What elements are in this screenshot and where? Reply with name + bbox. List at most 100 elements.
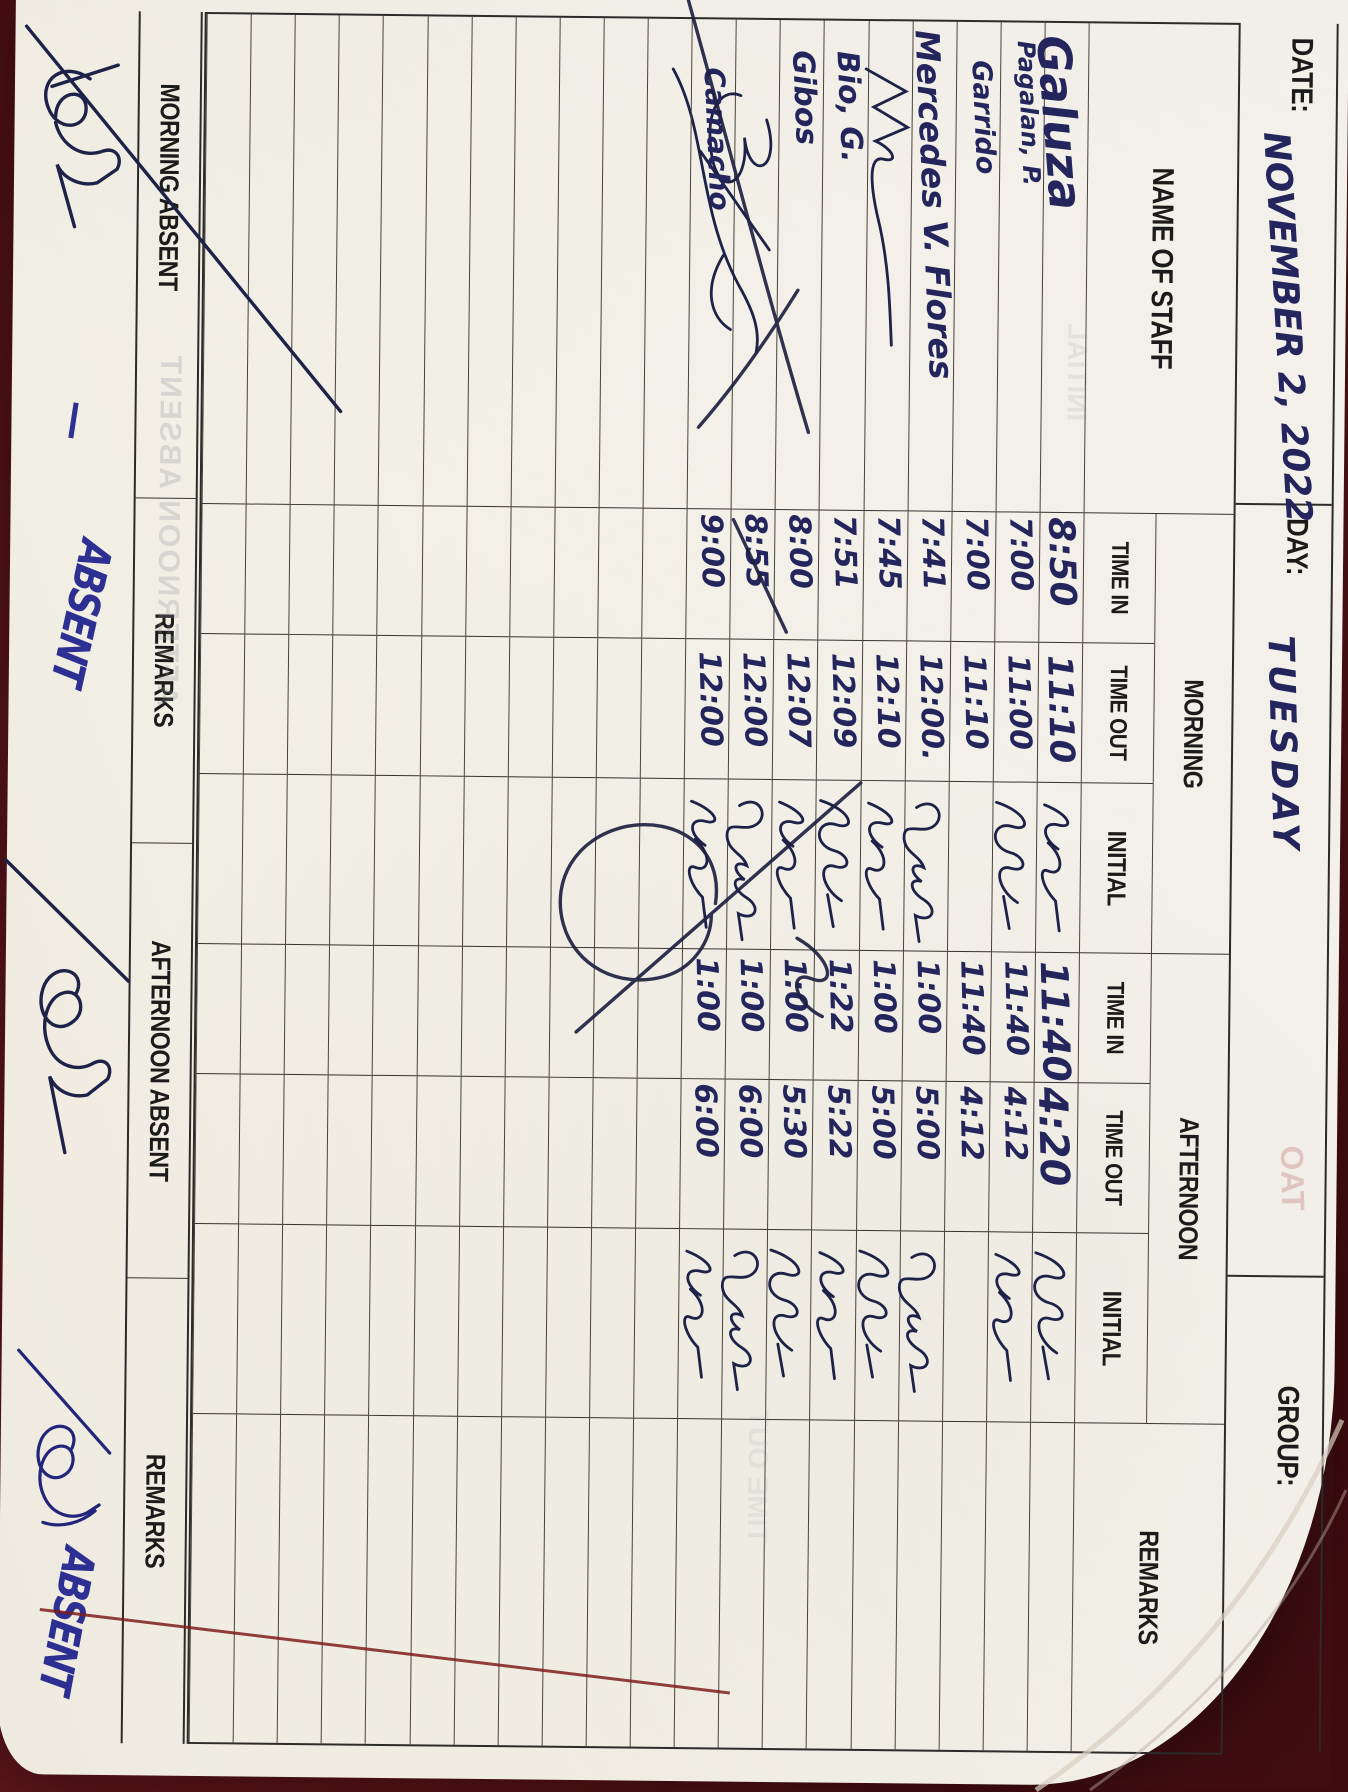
remarks-cell [585, 1418, 634, 1747]
a-out-cell [194, 1073, 240, 1225]
a-out-cell [238, 1074, 284, 1225]
a-out-cell: 5:00 [855, 1080, 902, 1232]
m-init-cell [505, 777, 552, 948]
m-in-cell: 8:00 [773, 510, 820, 641]
a-out-cell: 5:00 [899, 1081, 946, 1232]
initial-signature-scrawl [992, 1252, 1021, 1382]
m-init-cell [197, 773, 244, 945]
date-field: DATE: NOVEMBER 2, 2022 [1235, 22, 1337, 524]
m-init-cell [1034, 782, 1081, 954]
initial-signature-scrawl [1040, 803, 1070, 933]
initial-signature-scrawl [817, 799, 850, 929]
afternoon-remarks-handwritten: ABSENT [27, 1543, 105, 1697]
staff-name-cell: Bio, G. [819, 20, 869, 511]
a-in-cell: 1:22 [813, 950, 859, 1081]
m-out-cell [331, 635, 377, 776]
column-header-remarks: REMARKS [1070, 1423, 1225, 1753]
a-in-cell [328, 945, 374, 1076]
staff-attendance-table: NAME OF STAFF MORNING AFTERNOON REMARKS … [186, 12, 1241, 1755]
a-out-cell: 4:12 [943, 1081, 990, 1233]
m-in-cell: 8:50 [1038, 512, 1084, 644]
a-out-cell [326, 1075, 373, 1226]
m-out-cell [419, 636, 465, 777]
m-in-cell: 7:00 [949, 511, 996, 643]
remarks-cell [1026, 1422, 1075, 1752]
a-out-cell: 5:30 [767, 1079, 814, 1231]
column-header-afternoon-time-in: TIME IN [1077, 953, 1151, 1084]
a-out-cell [635, 1078, 681, 1230]
a-init-cell [721, 1229, 768, 1420]
a-init-cell [236, 1224, 283, 1415]
staff-name-cell: Galuza [1026, 22, 1093, 514]
m-init-cell [593, 778, 640, 949]
m-init-cell [549, 777, 596, 949]
a-init-cell [809, 1230, 856, 1421]
a-init-cell [677, 1229, 724, 1420]
a-init-cell [853, 1230, 900, 1422]
m-out-cell: 12:00 [728, 639, 774, 781]
staff-name-cell [510, 17, 560, 508]
remarks-cell [894, 1421, 942, 1750]
m-init-cell [726, 779, 773, 950]
a-init-cell [897, 1231, 944, 1422]
m-in-cell [553, 507, 599, 639]
a-init-cell [368, 1225, 415, 1417]
m-init-cell [241, 774, 288, 945]
remarks-cell [453, 1416, 501, 1746]
m-out-cell: 12:10 [860, 640, 906, 782]
m-out-cell [595, 638, 642, 779]
remarks-cell [806, 1420, 854, 1749]
a-out-cell: 6:00 [679, 1079, 725, 1230]
a-init-cell [192, 1223, 239, 1415]
a-in-cell [504, 947, 550, 1078]
staff-name-cell [334, 15, 384, 506]
remarks-cell [365, 1415, 413, 1745]
a-init-cell [941, 1231, 988, 1423]
column-header-morning: MORNING [1150, 514, 1234, 955]
day-value-handwritten: TUESDAY [1259, 634, 1306, 855]
initial-signature-scrawl [721, 1250, 760, 1392]
remarks-dash-mark: — [49, 397, 102, 444]
m-in-cell [464, 506, 511, 638]
m-in-cell [332, 505, 379, 636]
m-out-cell [639, 638, 686, 780]
initial-signature-scrawl [856, 1249, 889, 1379]
page-header-row: DATE: NOVEMBER 2, 2022 DAY: TUESDAY GROU… [1222, 22, 1339, 1752]
m-out-cell: 12:00 [683, 639, 730, 780]
afternoon-absent-signature-scrawl [4, 858, 131, 1155]
initial-signature-scrawl [815, 1251, 845, 1381]
m-in-cell: 7:00 [994, 512, 1040, 643]
column-header-morning-time-in: TIME IN [1082, 513, 1156, 644]
a-out-cell [370, 1075, 417, 1227]
initial-signature-scrawl [683, 1249, 712, 1379]
staff-name-cell [422, 16, 472, 507]
staff-name-cell [863, 20, 913, 512]
a-out-cell: 4:20 [1029, 1082, 1078, 1234]
column-header-morning-time-out: TIME OUT [1080, 643, 1155, 784]
m-in-cell [244, 504, 290, 635]
m-init-cell [990, 782, 1037, 953]
column-header-afternoon-time-out: TIME OUT [1076, 1083, 1150, 1234]
a-init-cell [1029, 1232, 1077, 1424]
a-out-cell: 6:00 [723, 1079, 769, 1230]
morning-remarks-handwritten: ABSENT [40, 534, 122, 689]
m-out-cell [463, 636, 510, 778]
a-in-cell [636, 948, 683, 1080]
day-field: DAY: TUESDAY [1227, 504, 1332, 1278]
remarks-cell [938, 1421, 986, 1751]
m-out-cell: 11:10 [1036, 642, 1083, 784]
initial-signature-scrawl [776, 800, 805, 930]
a-in-cell [548, 947, 594, 1079]
m-init-cell [373, 775, 420, 947]
remarks-cell [541, 1417, 590, 1747]
a-out-cell [591, 1078, 637, 1229]
group-field: GROUP: [1223, 1277, 1324, 1752]
remarks-cell [673, 1419, 722, 1748]
afternoon-remarks-signature-scrawl [17, 1348, 112, 1527]
remarks-cell [629, 1418, 678, 1748]
staff-name-cell [642, 18, 692, 510]
staff-name-cell [598, 18, 648, 509]
a-init-cell [280, 1224, 327, 1416]
a-init-cell [765, 1229, 812, 1421]
remarks-cell [497, 1417, 545, 1746]
